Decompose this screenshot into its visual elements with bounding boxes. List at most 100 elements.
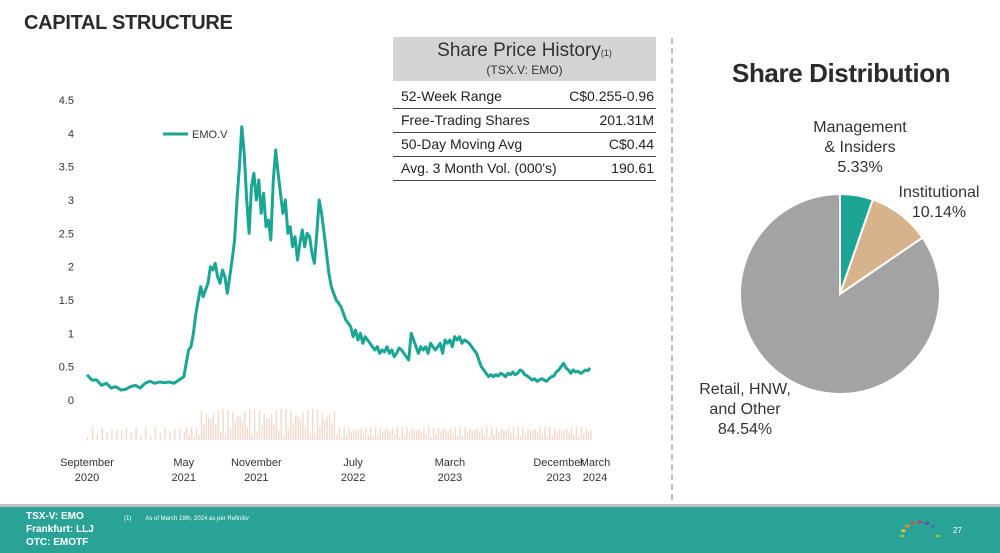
volume-bar (241, 421, 244, 440)
volume-bar (275, 410, 278, 440)
volume-bar (556, 432, 558, 440)
volume-bar (285, 409, 287, 440)
logo-leaf (924, 521, 930, 525)
volume-bar (551, 434, 553, 440)
volume-bar (461, 435, 464, 440)
volume-bar (195, 427, 198, 440)
x-tick-label: July (343, 457, 363, 469)
volume-bar (311, 409, 314, 440)
volume-bar (251, 434, 253, 440)
volume-bar (391, 427, 394, 440)
volume-bar (273, 423, 275, 440)
volume-bar (154, 427, 157, 440)
volume-bar (553, 427, 556, 440)
volume-bar (268, 417, 270, 440)
logo-leaf (930, 524, 936, 528)
volume-bar (495, 427, 498, 440)
volume-bar (454, 427, 457, 440)
x-tick-label: December (533, 457, 584, 469)
volume-bar (440, 431, 442, 440)
ticker-list: TSX-V: EMO Frankfurt: LLJ OTC: EMOTF (26, 510, 94, 549)
volume-bar (140, 435, 142, 440)
y-tick-label: 0.5 (59, 362, 74, 374)
volume-bar (261, 425, 263, 440)
volume-bar (469, 428, 471, 440)
ticker-subtitle: (TSX.V: EMO) (486, 63, 563, 77)
volume-bar (111, 429, 113, 440)
y-tick-label: 3 (68, 195, 74, 207)
volume-bar (481, 427, 483, 440)
volume-bar (411, 428, 413, 440)
x-tick-year: 2024 (583, 472, 607, 484)
volume-bar (186, 427, 188, 440)
volume-bar (164, 428, 166, 440)
volume-bar (212, 413, 215, 440)
volume-bar (321, 412, 324, 440)
logo-leaf (904, 524, 910, 528)
volume-bar (174, 429, 176, 440)
volume-bar (365, 427, 367, 440)
volume-bar (573, 435, 575, 440)
volume-bar (449, 428, 452, 440)
volume-bar (515, 435, 517, 440)
volume-bar (372, 436, 374, 440)
volume-bar (500, 429, 503, 440)
volume-bar (570, 427, 573, 440)
volume-bar (578, 436, 580, 440)
volume-bar (295, 415, 297, 440)
volume-bar (406, 427, 408, 440)
volume-bar (565, 428, 568, 440)
volume-bar (486, 427, 488, 440)
volume-bar (457, 436, 459, 440)
volume-bar (575, 427, 578, 440)
volume-bar (517, 427, 519, 440)
volume-bar (437, 427, 440, 440)
volume-bar (348, 427, 350, 440)
stat-label: 50-Day Moving Avg (393, 132, 561, 157)
stat-value: C$0.255-0.96 (560, 84, 656, 109)
volume-bar (524, 433, 527, 440)
page-number: 27 (953, 526, 962, 535)
volume-bar (120, 430, 123, 440)
table-row: Free-Trading Shares 201.31M (393, 108, 656, 133)
volume-bar (222, 409, 224, 440)
volume-bar (367, 435, 370, 440)
volume-bar (403, 434, 406, 440)
volume-bar (493, 434, 495, 440)
volume-bar (379, 428, 382, 440)
volume-bar (331, 422, 333, 440)
volume-bar (106, 432, 108, 440)
volume-bar (541, 434, 544, 440)
volume-bar (539, 427, 541, 440)
volume-bar (326, 417, 328, 440)
volume-bar (420, 432, 423, 440)
volume-bar (452, 433, 454, 440)
stat-label: Avg. 3 Month Vol. (000's) (393, 156, 561, 181)
volume-bar (534, 429, 536, 440)
x-tick-year: 2023 (438, 472, 462, 484)
volume-bar (563, 430, 565, 440)
share-price-history-header: Share Price History(1) (TSX.V: EMO) (393, 37, 656, 81)
x-tick-year: 2021 (172, 472, 196, 484)
volume-bar (249, 409, 251, 440)
pie-slice-retail (739, 192, 941, 395)
volume-bar (474, 430, 476, 440)
share-price-history-panel: Share Price History(1) (TSX.V: EMO) 52-W… (393, 37, 656, 181)
volume-bar (582, 433, 585, 440)
volume-bar (394, 433, 396, 440)
volume-bar (478, 432, 481, 440)
table-row: 52-Week Range C$0.255-0.96 (393, 84, 656, 109)
volume-bar (130, 433, 132, 440)
y-tick-label: 2 (68, 262, 74, 274)
x-tick-label: November (231, 457, 282, 469)
volume-bar (183, 431, 186, 440)
x-tick-year: 2022 (341, 472, 365, 484)
volume-bar (227, 409, 229, 440)
volume-bar (445, 429, 447, 440)
volume-bar (498, 431, 500, 440)
volume-bar (341, 436, 343, 440)
volume-bar (476, 428, 478, 440)
stat-value: 201.31M (560, 108, 656, 133)
volume-bar (360, 428, 362, 440)
volume-bar (200, 410, 203, 440)
